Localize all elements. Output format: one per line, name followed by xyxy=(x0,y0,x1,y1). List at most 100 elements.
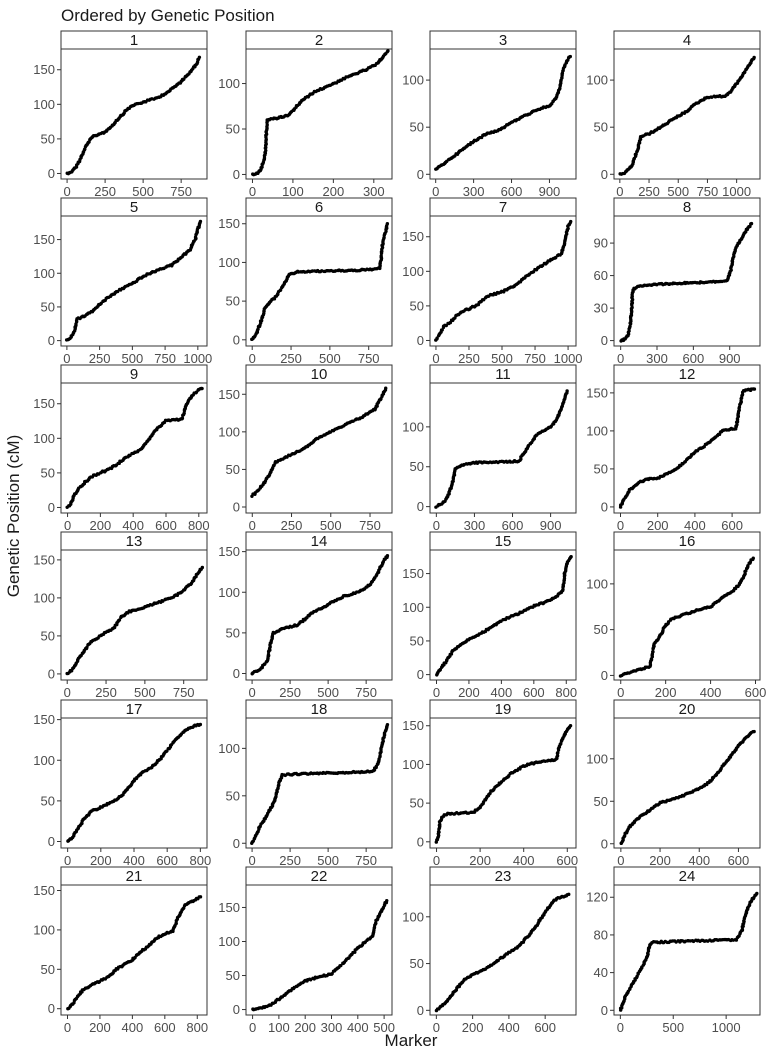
y-tick-label: 150 xyxy=(218,216,240,231)
y-tick-label: 100 xyxy=(218,585,240,600)
data-point xyxy=(559,742,563,746)
x-tick-label: 0 xyxy=(249,1020,256,1035)
y-tick-label: 50 xyxy=(41,628,55,643)
facet-panel-2: 2 0 50 100 0 100 200 300 xyxy=(218,30,393,199)
data-point xyxy=(198,722,203,727)
x-tick-label: 500 xyxy=(317,685,339,700)
y-tick-label: 100 xyxy=(33,590,55,605)
y-tick-label: 0 xyxy=(417,1003,424,1018)
y-tick-label: 100 xyxy=(402,757,424,772)
data-point xyxy=(117,618,122,622)
data-point xyxy=(438,822,442,827)
x-tick-label: 600 xyxy=(721,518,743,533)
facet-panel-16: 16 0 50 100 0 200 400 600 xyxy=(586,531,767,700)
x-tick-label: 600 xyxy=(745,685,767,700)
plot-panel-frame xyxy=(429,215,577,347)
x-tick-label: 0 xyxy=(617,351,624,366)
x-tick-label: 0 xyxy=(617,518,624,533)
x-tick-label: 0 xyxy=(249,351,256,366)
y-tick-label: 100 xyxy=(33,753,55,768)
data-point xyxy=(200,386,204,391)
facet-panel-1: 1 0 50 100 150 0 250 500 750 xyxy=(33,30,208,199)
x-tick-label: 600 xyxy=(556,853,578,868)
x-tick-label: 800 xyxy=(190,853,212,868)
facet-strip-label: 16 xyxy=(679,533,696,550)
data-point xyxy=(555,754,560,758)
data-point xyxy=(752,729,756,734)
x-tick-label: 200 xyxy=(294,1020,316,1035)
data-point xyxy=(556,750,560,755)
y-tick-label: 0 xyxy=(48,834,55,849)
x-tick-label: 750 xyxy=(154,351,176,366)
y-tick-label: 150 xyxy=(33,712,55,727)
data-point xyxy=(385,722,390,727)
y-tick-label: 150 xyxy=(402,718,424,733)
data-point xyxy=(567,892,571,897)
data-point xyxy=(755,891,759,896)
scatter-points xyxy=(250,386,388,498)
y-tick-label: 50 xyxy=(594,461,608,476)
x-tick-label: 400 xyxy=(684,518,706,533)
data-point xyxy=(198,895,203,899)
y-tick-label: 50 xyxy=(410,459,424,474)
scatter-points xyxy=(251,898,389,1012)
facet-strip-label: 5 xyxy=(130,199,138,216)
facet-panel-6: 6 0 50 100 150 0 250 500 750 xyxy=(218,197,393,366)
x-tick-label: 1000 xyxy=(183,351,212,366)
facet-strip-label: 15 xyxy=(495,533,512,550)
x-tick-label: 0 xyxy=(617,1020,624,1035)
x-tick-label: 400 xyxy=(513,853,535,868)
y-tick-label: 40 xyxy=(594,965,608,980)
y-tick-label: 50 xyxy=(594,120,608,135)
x-tick-label: 1000 xyxy=(712,1020,741,1035)
scatter-points xyxy=(251,49,390,177)
x-tick-label: 200 xyxy=(462,1020,484,1035)
scatter-points xyxy=(434,219,573,342)
y-tick-label: 0 xyxy=(601,668,608,683)
y-tick-label: 0 xyxy=(417,834,424,849)
x-tick-label: 800 xyxy=(186,1020,208,1035)
plot-panel-frame xyxy=(613,717,761,849)
x-tick-label: 750 xyxy=(355,685,377,700)
x-tick-label: 0 xyxy=(433,853,440,868)
x-tick-label: 600 xyxy=(155,518,177,533)
data-point xyxy=(259,318,264,323)
x-tick-label: 100 xyxy=(268,1020,290,1035)
x-tick-label: 300 xyxy=(463,184,485,199)
y-tick-label: 50 xyxy=(410,120,424,135)
y-tick-label: 0 xyxy=(233,332,240,347)
x-tick-label: 250 xyxy=(280,351,302,366)
data-point xyxy=(651,650,655,654)
y-tick-label: 100 xyxy=(218,424,240,439)
x-tick-label: 200 xyxy=(458,685,480,700)
x-tick-label: 250 xyxy=(279,685,301,700)
data-point xyxy=(569,219,573,224)
facet-panel-19: 19 0 50 100 150 0 200 400 600 xyxy=(402,699,578,868)
facet-strip-label: 19 xyxy=(495,701,512,718)
x-tick-label: 0 xyxy=(616,184,623,199)
y-tick-label: 0 xyxy=(48,1001,55,1016)
plot-panel-frame xyxy=(429,717,577,849)
facet-panel-24: 24 0 40 80 120 0 500 1000 xyxy=(586,866,761,1035)
data-point xyxy=(739,399,743,403)
x-tick-label: 500 xyxy=(134,685,156,700)
x-tick-label: 400 xyxy=(700,685,722,700)
y-tick-label: 150 xyxy=(33,552,55,567)
plot-panel-frame xyxy=(60,382,208,514)
x-tick-label: 500 xyxy=(667,184,689,199)
scatter-points xyxy=(434,724,573,844)
y-tick-label: 50 xyxy=(594,794,608,809)
data-point xyxy=(182,411,186,415)
scatter-points xyxy=(250,553,390,676)
facet-strip-label: 2 xyxy=(315,32,323,49)
data-point xyxy=(277,783,281,787)
y-tick-label: 80 xyxy=(594,927,608,942)
x-tick-label: 400 xyxy=(688,853,710,868)
x-tick-label: 600 xyxy=(683,351,705,366)
data-point xyxy=(749,221,754,226)
x-tick-label: 0 xyxy=(249,184,256,199)
